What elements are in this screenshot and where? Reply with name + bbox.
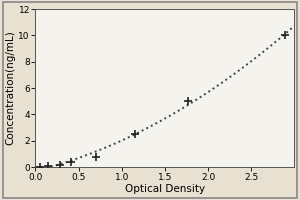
Y-axis label: Concentration(ng/mL): Concentration(ng/mL)	[6, 31, 16, 145]
X-axis label: Optical Density: Optical Density	[125, 184, 205, 194]
